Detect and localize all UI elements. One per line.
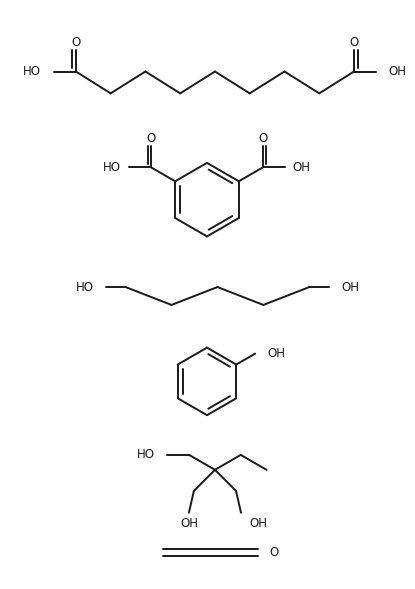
Text: HO: HO	[137, 448, 155, 461]
Text: OH: OH	[389, 65, 407, 78]
Text: O: O	[71, 36, 81, 49]
Text: OH: OH	[267, 347, 285, 360]
Text: HO: HO	[23, 65, 41, 78]
Text: HO: HO	[76, 280, 94, 293]
Text: OH: OH	[249, 517, 267, 530]
Text: OH: OH	[180, 517, 198, 530]
Text: O: O	[349, 36, 359, 49]
Text: O: O	[270, 546, 279, 559]
Text: OH: OH	[341, 280, 359, 293]
Text: O: O	[258, 132, 268, 145]
Text: O: O	[146, 132, 156, 145]
Text: HO: HO	[103, 161, 121, 174]
Text: OH: OH	[293, 161, 311, 174]
